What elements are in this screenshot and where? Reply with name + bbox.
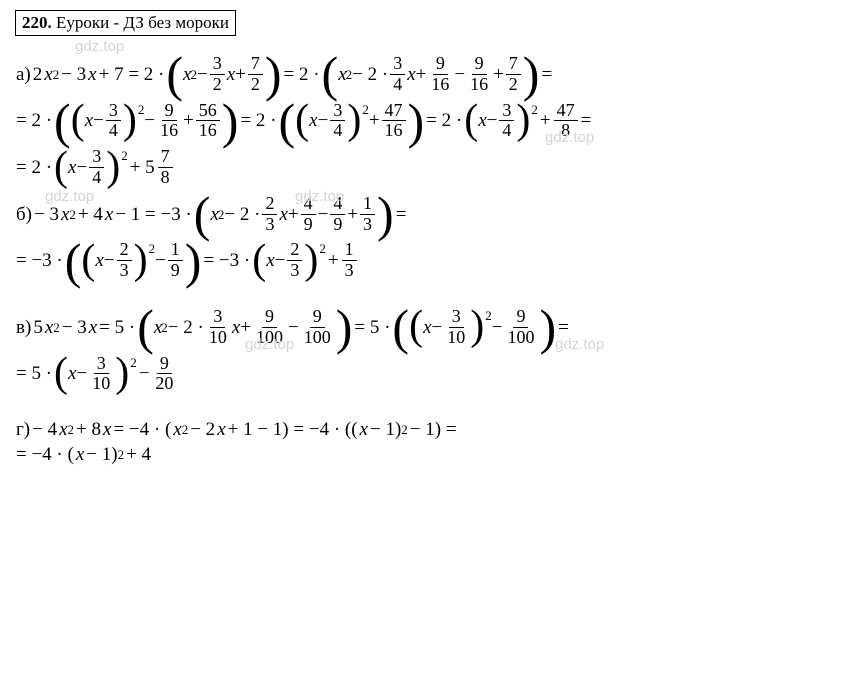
label-d: г) xyxy=(16,420,30,439)
problem-header: 220. Еуроки - ДЗ без мороки xyxy=(15,10,236,36)
eq-a-line1: а) 2x2 − 3x + 7 = 2 · ( x2 − 32 x + 72 )… xyxy=(15,54,845,95)
header-text: Еуроки - ДЗ без мороки xyxy=(56,13,229,32)
problem-number: 220. xyxy=(22,13,52,32)
eq-a-line2: = 2 · ( ( x − 34 )2 − 916 + 5616 ) = 2 ·… xyxy=(15,101,845,142)
eq-d-line2: = −4 · (x − 1)2 + 4 xyxy=(15,445,845,464)
label-c: в) xyxy=(16,318,31,337)
watermark: gdz.top xyxy=(75,38,124,55)
eq-a-line3: = 2 · ( x − 34 )2 + 5 78 xyxy=(15,147,845,188)
eq-b-line2: = −3 · ( ( x − 23 )2 − 19 ) = −3 · ( x −… xyxy=(15,240,845,281)
eq-c-line2: = 5 · ( x − 310 )2 − 920 xyxy=(15,354,845,395)
eq-b-line1: б) − 3x2 + 4x − 1 = −3 · ( x2 − 2 · 23 x… xyxy=(15,194,845,235)
label-a: а) xyxy=(16,65,31,84)
label-b: б) xyxy=(16,205,32,224)
eq-d-line1: г) − 4x2 + 8x = −4 · (x2 − 2x + 1 − 1) =… xyxy=(15,420,845,439)
eq-c-line1: в) 5x2 − 3x = 5 · ( x2 − 2 · 310 x + 910… xyxy=(15,307,845,348)
